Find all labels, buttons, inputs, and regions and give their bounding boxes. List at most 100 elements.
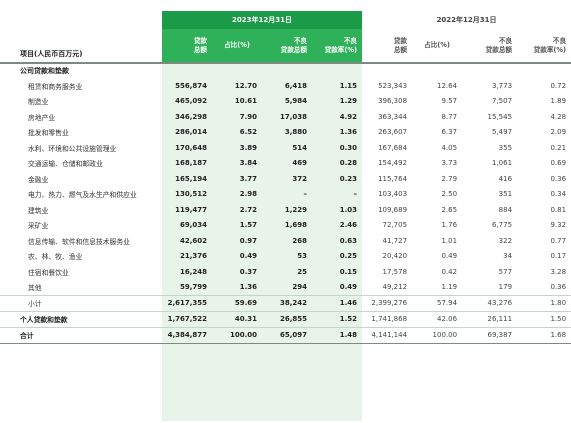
col-share-2023: 占比(%): [212, 29, 262, 62]
row-value: 0.69: [550, 159, 567, 168]
row-value: 109,689: [378, 205, 408, 214]
row-value: 69,034: [179, 221, 207, 230]
col-npl-total-2022: 不良 贷款总额: [485, 36, 513, 54]
row-value: –: [303, 190, 308, 199]
row-value: 1.46: [312, 294, 363, 311]
row-value: 53: [297, 252, 307, 261]
row-value: 4.28: [550, 112, 567, 121]
row-value: 17,578: [382, 267, 408, 276]
row-label: 批发和零售业: [28, 129, 69, 138]
row-value: 465,092: [175, 97, 207, 106]
row-value: 3,773: [491, 81, 513, 90]
row-label: 房地产业: [28, 113, 56, 122]
row-value: 268: [292, 236, 307, 245]
row-value: 0.25: [339, 252, 358, 261]
row-value: 2.46: [339, 221, 358, 230]
row-value: 41,727: [382, 236, 408, 245]
row-value: 21,376: [179, 252, 207, 261]
row-label: 制造业: [28, 98, 49, 107]
row-value: 1.29: [339, 97, 358, 106]
row-value: 2,399,276: [362, 294, 413, 311]
row-value: 9.32: [550, 221, 567, 230]
row-value: 10.61: [234, 97, 257, 106]
row-value: 322: [498, 236, 513, 245]
table-row: 采矿业 69,034 1.57 1,698 2.46 72,705 1.76 6,775 9.3…: [0, 218, 571, 234]
table-row: 小计 2,617,355 59.69 38,242 1.46 2,399,276 57.94…: [0, 294, 571, 311]
row-value: 1.48: [312, 326, 363, 344]
row-value: 57.94: [412, 294, 463, 311]
row-value: 59.69: [212, 294, 262, 311]
row-value: 6,418: [284, 81, 307, 90]
row-label: 金融业: [28, 175, 49, 184]
row-value: –: [353, 190, 358, 199]
corner-label: 项目(人民币百万元): [20, 50, 83, 58]
row-value: 42,602: [179, 236, 207, 245]
table-row: 合计 4,384,877 100.00 65,097 1.48 4,141,144 100.…: [0, 326, 571, 344]
row-label: 建筑业: [28, 206, 49, 215]
table-row: 水利、环境和公共设施管理业 170,648 3.89 514 0.30 167,684 4.…: [0, 140, 571, 156]
row-value: 9.57: [441, 97, 458, 106]
section-corporate: 公司贷款和垫款: [0, 64, 571, 78]
row-value: 3.77: [239, 174, 257, 183]
row-value: 1.03: [339, 205, 358, 214]
row-value: 65,097: [262, 326, 312, 344]
row-value: 0.36: [550, 174, 567, 183]
table-row: 农、林、牧、渔业 21,376 0.49 53 0.25 20,420 0.49 34 0.17: [0, 249, 571, 265]
loan-distribution-table: 项目(人民币百万元) 2023年12月31日 2022年12月31日 贷款 总额 …: [0, 11, 571, 344]
row-value: 100.00: [412, 326, 463, 344]
year-2023-header: 2023年12月31日: [162, 11, 363, 29]
row-value: 363,344: [378, 112, 408, 121]
row-value: 100.00: [212, 326, 262, 344]
row-value: 0.81: [550, 205, 567, 214]
row-label: 采矿业: [28, 222, 49, 231]
col-npl-ratio-2023: 不良 贷款率(%): [312, 29, 363, 62]
row-value: 59,799: [179, 283, 207, 291]
row-value: 1,741,868: [362, 310, 413, 327]
table-row: 批发和零售业 286,014 6.52 3,880 1.36 263,607 6.37 5,4…: [0, 125, 571, 141]
row-label: 租赁和商务服务业: [28, 82, 83, 91]
row-value: 119,477: [175, 205, 207, 214]
row-value: 346,298: [175, 112, 207, 121]
row-value: 396,308: [378, 97, 408, 106]
row-value: 0.17: [550, 252, 567, 261]
row-value: 0.49: [441, 252, 458, 261]
row-value: 40.31: [212, 310, 262, 327]
row-value: 0.63: [339, 236, 358, 245]
row-value: 1.76: [441, 221, 458, 230]
row-value: 8.77: [441, 112, 458, 121]
row-value: 6.37: [441, 128, 458, 137]
row-value: 6,775: [491, 221, 513, 230]
row-value: 42.06: [412, 310, 463, 327]
row-value: 5,984: [284, 97, 307, 106]
row-value: 12.70: [234, 81, 257, 90]
header-rule: [0, 62, 571, 64]
row-value: 1.80: [517, 294, 571, 311]
table-row: 制造业 465,092 10.61 5,984 1.29 396,308 9.57 7,507…: [0, 94, 571, 110]
row-value: 3.84: [239, 159, 257, 168]
year-2022-header: 2022年12月31日: [436, 16, 497, 24]
row-value: 263,607: [378, 128, 408, 137]
row-value: 72,705: [382, 221, 408, 230]
row-value: 0.42: [441, 267, 458, 276]
row-value: 1.15: [339, 81, 358, 90]
row-value: 523,343: [378, 81, 408, 90]
row-value: 103,403: [378, 190, 408, 199]
row-value: 38,242: [262, 294, 312, 311]
row-value: 0.28: [339, 159, 358, 168]
row-label: 其他: [28, 284, 42, 292]
row-value: 372: [292, 174, 307, 183]
row-value: 0.30: [339, 143, 358, 152]
row-value: 2.65: [441, 205, 458, 214]
row-value: 2.98: [239, 190, 257, 199]
row-value: 25: [297, 267, 307, 276]
row-value: 1.50: [517, 310, 571, 327]
row-value: 2.09: [550, 128, 567, 137]
row-value: 0.72: [550, 81, 567, 90]
row-value: 3.28: [550, 267, 567, 276]
row-value: 20,420: [382, 252, 408, 261]
row-value: 154,492: [378, 159, 408, 168]
row-value: 355: [498, 143, 513, 152]
row-value: 0.97: [239, 236, 257, 245]
row-value: 577: [498, 267, 513, 276]
row-value: 69,387: [462, 326, 518, 344]
